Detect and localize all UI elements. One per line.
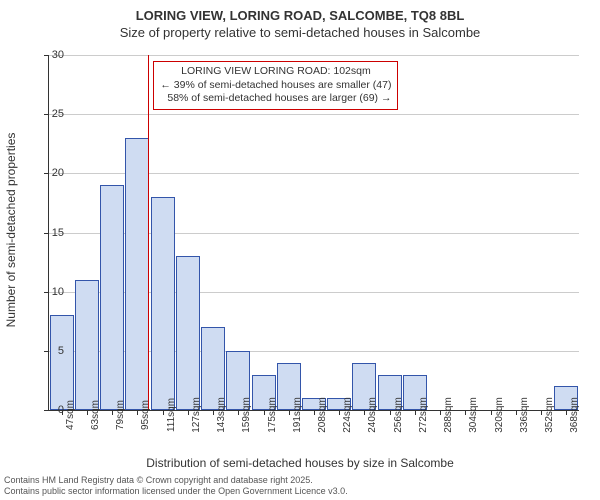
x-tick-mark bbox=[87, 410, 88, 415]
x-tick-mark bbox=[339, 410, 340, 415]
x-tick-mark bbox=[465, 410, 466, 415]
gridline bbox=[49, 55, 579, 56]
x-tick-mark bbox=[440, 410, 441, 415]
x-tick-label: 352sqm bbox=[544, 397, 555, 433]
x-tick-mark bbox=[516, 410, 517, 415]
plot-area: LORING VIEW LORING ROAD: 102sqm← 39% of … bbox=[48, 55, 579, 411]
annotation-line-3: 58% of semi-detached houses are larger (… bbox=[160, 92, 391, 106]
x-tick-label: 127sqm bbox=[191, 397, 202, 433]
x-tick-mark bbox=[390, 410, 391, 415]
chart-footer: Contains HM Land Registry data © Crown c… bbox=[4, 475, 348, 498]
x-tick-label: 175sqm bbox=[267, 397, 278, 433]
x-tick-mark bbox=[264, 410, 265, 415]
y-tick-label: 25 bbox=[34, 108, 64, 120]
y-tick-label: 10 bbox=[34, 286, 64, 298]
x-tick-label: 63sqm bbox=[90, 400, 101, 430]
x-tick-mark bbox=[238, 410, 239, 415]
gridline bbox=[49, 114, 579, 115]
histogram-bar bbox=[176, 256, 200, 410]
y-tick-label: 20 bbox=[34, 167, 64, 179]
subject-property-marker bbox=[148, 55, 149, 410]
x-axis-label: Distribution of semi-detached houses by … bbox=[0, 456, 600, 470]
chart-title-block: LORING VIEW, LORING ROAD, SALCOMBE, TQ8 … bbox=[0, 0, 600, 40]
annotation-line-1: LORING VIEW LORING ROAD: 102sqm bbox=[160, 65, 391, 79]
x-tick-label: 240sqm bbox=[367, 397, 378, 433]
histogram-bar bbox=[75, 280, 99, 410]
property-size-histogram: LORING VIEW, LORING ROAD, SALCOMBE, TQ8 … bbox=[0, 0, 600, 500]
x-tick-mark bbox=[541, 410, 542, 415]
x-tick-mark bbox=[364, 410, 365, 415]
x-tick-mark bbox=[314, 410, 315, 415]
x-tick-label: 95sqm bbox=[140, 400, 151, 430]
x-tick-label: 191sqm bbox=[292, 397, 303, 433]
x-tick-mark bbox=[163, 410, 164, 415]
x-tick-label: 208sqm bbox=[317, 397, 328, 433]
x-tick-label: 159sqm bbox=[241, 397, 252, 433]
x-tick-mark bbox=[213, 410, 214, 415]
x-tick-mark bbox=[112, 410, 113, 415]
chart-title-sub: Size of property relative to semi-detach… bbox=[0, 25, 600, 40]
histogram-bar bbox=[151, 197, 175, 410]
y-tick-label: 5 bbox=[34, 345, 64, 357]
footer-line-1: Contains HM Land Registry data © Crown c… bbox=[4, 475, 348, 487]
annotation-line-2: ← 39% of semi-detached houses are smalle… bbox=[160, 79, 391, 93]
x-tick-label: 336sqm bbox=[519, 397, 530, 433]
histogram-bar bbox=[125, 138, 149, 410]
x-tick-label: 143sqm bbox=[216, 397, 227, 433]
x-tick-label: 47sqm bbox=[65, 400, 76, 430]
y-axis-label: Number of semi-detached properties bbox=[4, 133, 18, 328]
y-tick-label: 15 bbox=[34, 227, 64, 239]
histogram-bar bbox=[50, 315, 74, 410]
x-tick-label: 304sqm bbox=[468, 397, 479, 433]
x-tick-mark bbox=[137, 410, 138, 415]
y-tick-label: 30 bbox=[34, 49, 64, 61]
x-tick-mark bbox=[566, 410, 567, 415]
x-tick-mark bbox=[491, 410, 492, 415]
x-tick-label: 288sqm bbox=[443, 397, 454, 433]
footer-line-2: Contains public sector information licen… bbox=[4, 486, 348, 498]
x-tick-mark bbox=[415, 410, 416, 415]
x-tick-label: 320sqm bbox=[494, 397, 505, 433]
x-tick-mark bbox=[289, 410, 290, 415]
x-tick-label: 111sqm bbox=[166, 398, 177, 432]
x-tick-mark bbox=[188, 410, 189, 415]
chart-title-main: LORING VIEW, LORING ROAD, SALCOMBE, TQ8 … bbox=[0, 8, 600, 23]
x-tick-label: 224sqm bbox=[342, 397, 353, 433]
x-tick-label: 368sqm bbox=[569, 397, 580, 433]
x-tick-label: 256sqm bbox=[393, 397, 404, 433]
y-tick-label: 0 bbox=[34, 404, 64, 416]
x-tick-label: 79sqm bbox=[115, 400, 126, 430]
annotation-box: LORING VIEW LORING ROAD: 102sqm← 39% of … bbox=[153, 61, 398, 110]
x-tick-label: 272sqm bbox=[418, 397, 429, 433]
histogram-bar bbox=[100, 185, 124, 410]
